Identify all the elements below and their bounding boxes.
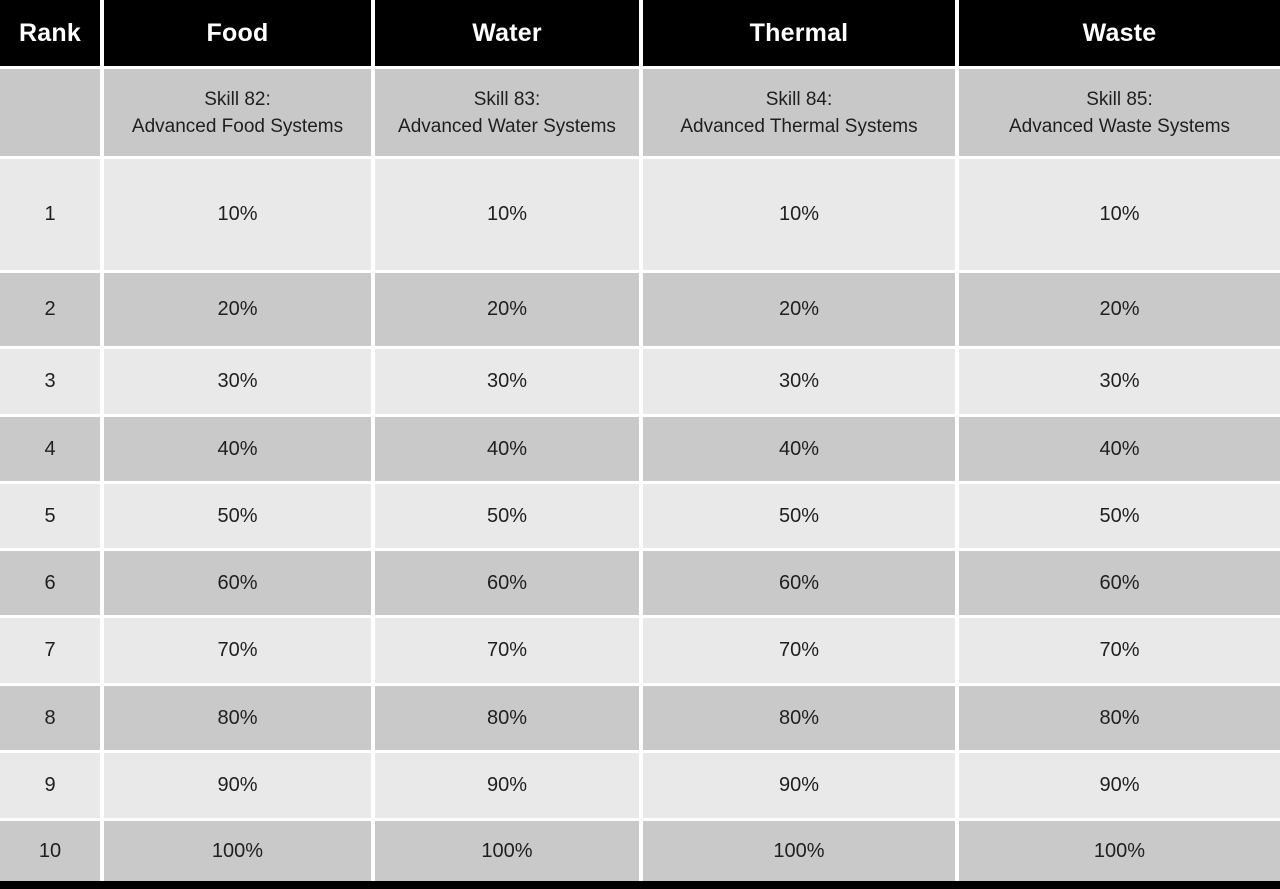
value-cell-thermal-row-1: 10% (643, 159, 955, 270)
value-cell-food-row-3: 30% (104, 349, 371, 414)
value-cell-food-row-4: 40% (104, 417, 371, 481)
skill-name-label: Advanced Waste Systems (1008, 115, 1231, 137)
value-cell-food-row-6: 60% (104, 551, 371, 615)
value-cell-thermal-row-7: 70% (643, 618, 955, 683)
rank-cell-row-10: 10 (0, 821, 100, 881)
skill-number-label: Skill 82: (204, 88, 271, 110)
value-cell-waste-row-2: 20% (959, 273, 1280, 346)
value-cell-water-row-8: 80% (375, 686, 639, 750)
header-cell-rank: Rank (0, 0, 100, 66)
header-cell-food: Food (104, 0, 371, 66)
value-cell-food-row-10: 100% (104, 821, 371, 881)
skill-number-label: Skill 83: (473, 88, 541, 110)
rank-cell-row-3: 3 (0, 349, 100, 414)
value-cell-water-row-7: 70% (375, 618, 639, 683)
skill-cell-rank-empty (0, 69, 100, 156)
rank-cell-row-5: 5 (0, 484, 100, 548)
rank-cell-row-4: 4 (0, 417, 100, 481)
value-cell-waste-row-7: 70% (959, 618, 1280, 683)
value-cell-water-row-4: 40% (375, 417, 639, 481)
skill-name-label: Advanced Water Systems (398, 115, 616, 137)
skill-name-label: Advanced Food Systems (131, 115, 344, 137)
value-cell-thermal-row-2: 20% (643, 273, 955, 346)
value-cell-water-row-10: 100% (375, 821, 639, 881)
value-cell-food-row-5: 50% (104, 484, 371, 548)
value-cell-water-row-2: 20% (375, 273, 639, 346)
value-cell-food-row-7: 70% (104, 618, 371, 683)
skill-cell-thermal: Skill 84: Advanced Thermal Systems (643, 69, 955, 156)
value-cell-food-row-2: 20% (104, 273, 371, 346)
value-cell-water-row-1: 10% (375, 159, 639, 270)
rank-cell-row-6: 6 (0, 551, 100, 615)
value-cell-water-row-9: 90% (375, 753, 639, 818)
value-cell-thermal-row-8: 80% (643, 686, 955, 750)
skill-number-label: Skill 84: (765, 88, 833, 110)
value-cell-thermal-row-5: 50% (643, 484, 955, 548)
value-cell-waste-row-9: 90% (959, 753, 1280, 818)
value-cell-thermal-row-3: 30% (643, 349, 955, 414)
value-cell-water-row-6: 60% (375, 551, 639, 615)
value-cell-food-row-8: 80% (104, 686, 371, 750)
value-cell-food-row-9: 90% (104, 753, 371, 818)
value-cell-waste-row-6: 60% (959, 551, 1280, 615)
value-cell-waste-row-3: 30% (959, 349, 1280, 414)
value-cell-thermal-row-6: 60% (643, 551, 955, 615)
skill-cell-water: Skill 83: Advanced Water Systems (375, 69, 639, 156)
value-cell-water-row-5: 50% (375, 484, 639, 548)
value-cell-food-row-1: 10% (104, 159, 371, 270)
rank-cell-row-8: 8 (0, 686, 100, 750)
value-cell-waste-row-10: 100% (959, 821, 1280, 881)
value-cell-waste-row-1: 10% (959, 159, 1280, 270)
table-bottom-border (0, 881, 1280, 889)
value-cell-thermal-row-9: 90% (643, 753, 955, 818)
skill-cell-waste: Skill 85: Advanced Waste Systems (959, 69, 1280, 156)
value-cell-waste-row-4: 40% (959, 417, 1280, 481)
skill-name-label: Advanced Thermal Systems (680, 115, 918, 137)
value-cell-thermal-row-4: 40% (643, 417, 955, 481)
rank-cell-row-1: 1 (0, 159, 100, 270)
skill-number-label: Skill 85: (1086, 88, 1153, 110)
header-cell-waste: Waste (959, 0, 1280, 66)
header-cell-water: Water (375, 0, 639, 66)
skill-cell-food: Skill 82: Advanced Food Systems (104, 69, 371, 156)
value-cell-waste-row-8: 80% (959, 686, 1280, 750)
rank-cell-row-9: 9 (0, 753, 100, 818)
value-cell-thermal-row-10: 100% (643, 821, 955, 881)
header-cell-thermal: Thermal (643, 0, 955, 66)
value-cell-waste-row-5: 50% (959, 484, 1280, 548)
value-cell-water-row-3: 30% (375, 349, 639, 414)
rank-cell-row-7: 7 (0, 618, 100, 683)
rank-cell-row-2: 2 (0, 273, 100, 346)
